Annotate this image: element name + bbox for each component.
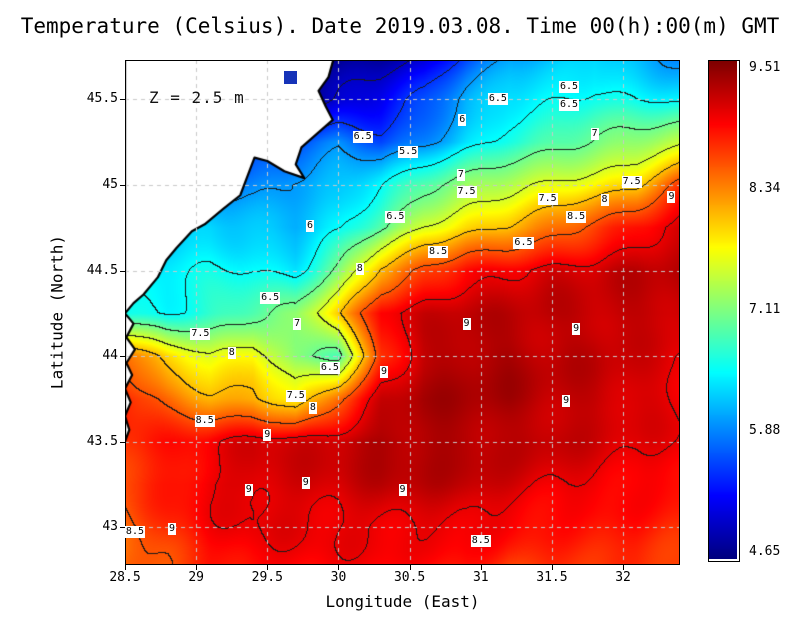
contour-label: 9 (167, 523, 176, 536)
contour-label: 9 (244, 483, 253, 496)
contour-label: 8.5 (470, 535, 491, 548)
contour-label: 9 (667, 190, 676, 203)
contour-label: 8 (308, 401, 317, 414)
contour-label: 7.5 (190, 327, 211, 340)
contour-label: 9 (572, 322, 581, 335)
contour-label: 6.5 (319, 362, 340, 375)
contour-label: 7.5 (621, 175, 642, 188)
contour-label: 6.5 (558, 81, 580, 94)
station-marker-square (283, 70, 297, 84)
colorbar (708, 60, 740, 562)
contour-label: 7.5 (456, 185, 477, 198)
x-tick-mark (196, 565, 198, 570)
x-tick-mark (480, 565, 482, 570)
contour-label: 6.5 (260, 291, 281, 304)
depth-annotation: Z = 2.5 m (149, 88, 245, 107)
contour-label: 8.5 (124, 526, 145, 539)
x-tick-mark (409, 565, 411, 570)
contour-label: 8.5 (566, 211, 587, 224)
contour-label: 8.5 (194, 415, 215, 428)
y-tick-mark (120, 270, 125, 272)
x-tick-label: 28.5 (109, 570, 141, 585)
x-tick-mark (125, 565, 126, 570)
x-tick-label: 32 (615, 570, 631, 585)
contour-label: 6.5 (558, 98, 580, 111)
contour-label: 7 (293, 317, 302, 330)
y-tick-mark (120, 99, 125, 101)
y-axis-label: Latitude (North) (47, 234, 67, 390)
x-axis-label: Longitude (East) (325, 592, 480, 611)
colorbar-tick-label: 8.34 (749, 181, 781, 196)
x-tick-label: 29.5 (251, 570, 283, 585)
contour-label: 7.5 (537, 192, 558, 205)
contour-label: 8.5 (428, 245, 449, 258)
contour-label: 7 (590, 127, 599, 140)
contour-label: 9 (562, 394, 571, 407)
x-tick-mark (551, 565, 553, 570)
colorbar-tick-label: 9.51 (749, 60, 781, 75)
colorbar-tick-label: 4.65 (749, 544, 781, 559)
x-tick-mark (338, 565, 340, 570)
colorbar-canvas (709, 61, 737, 559)
contour-label: 9 (462, 317, 471, 330)
y-tick-mark (120, 356, 125, 358)
y-tick-label: 43.5 (86, 433, 118, 449)
contour-label: 6.5 (513, 237, 534, 250)
y-tick-label: 45 (102, 176, 118, 192)
temperature-field-canvas (125, 60, 680, 565)
plot-title: Temperature (Celsius). Date 2019.03.08. … (20, 14, 780, 38)
colorbar-tick-label: 7.11 (749, 302, 781, 317)
contour-label: 5.5 (398, 146, 419, 159)
contour-label: 9 (398, 483, 407, 496)
contour-label: 6.5 (385, 211, 406, 224)
x-tick-label: 31 (472, 570, 489, 585)
contour-label: 9 (379, 365, 389, 378)
y-tick-mark (120, 527, 125, 529)
x-tick-label: 31.5 (536, 570, 568, 585)
contour-label: 6.5 (352, 131, 373, 144)
y-tick-label: 45.5 (86, 91, 118, 107)
contour-label: 8 (600, 194, 609, 207)
x-tick-label: 29 (188, 570, 204, 585)
plot-area: 6.5 6.5 6.5 6 7 6.5 5.5 7 7.5 7.5 8 7.5 9 8.5 6 6.5 6.5 8… (124, 60, 680, 565)
contour-label: 7.5 (285, 389, 306, 402)
y-tick-label: 43 (102, 519, 118, 535)
contour-label: 8 (355, 262, 364, 275)
contour-label: 7 (456, 168, 465, 181)
y-tick-label: 44 (102, 348, 118, 364)
y-tick-mark (120, 184, 125, 186)
x-tick-mark (623, 565, 625, 570)
contour-label: 9 (301, 476, 310, 489)
colorbar-tick-label: 5.88 (749, 423, 781, 438)
x-tick-label: 30 (330, 570, 347, 585)
contour-label: 6 (305, 220, 315, 233)
contour-label: 6.5 (487, 93, 508, 106)
y-tick-label: 44.5 (86, 262, 118, 278)
contour-label: 8 (227, 346, 236, 359)
x-tick-mark (267, 565, 269, 570)
y-tick-mark (120, 441, 125, 443)
contour-label: 6 (458, 113, 467, 126)
x-tick-label: 30.5 (393, 570, 426, 585)
contour-label: 9 (263, 428, 272, 441)
